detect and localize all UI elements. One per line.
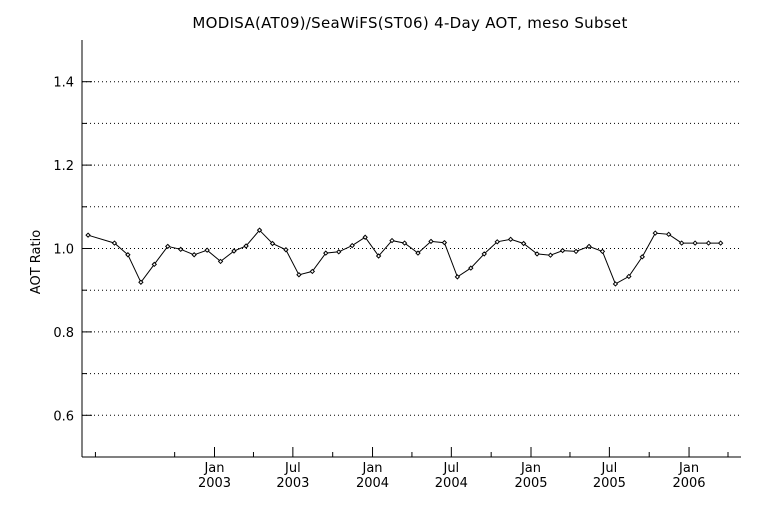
- data-point: [375, 253, 382, 259]
- x-tick-label-month: Jan: [678, 461, 699, 476]
- data-point: [231, 248, 237, 254]
- y-tick-label: 1.0: [53, 243, 74, 258]
- x-tick-label-month: Jan: [362, 461, 383, 476]
- data-point: [454, 274, 461, 280]
- x-tick-label-month: Jan: [203, 461, 224, 476]
- data-point: [283, 247, 289, 253]
- data-point: [349, 242, 355, 249]
- data-point: [520, 240, 527, 247]
- data-point: [468, 265, 474, 271]
- data-point: [415, 250, 421, 256]
- y-axis-label: AOT Ratio: [29, 230, 44, 294]
- data-point: [652, 230, 658, 236]
- x-tick-label-month: Jan: [520, 461, 541, 476]
- data-point: [692, 240, 698, 246]
- data-point: [323, 250, 329, 256]
- data-point: [125, 252, 131, 258]
- data-point: [336, 249, 342, 255]
- data-point: [309, 268, 316, 275]
- data-point: [269, 240, 276, 247]
- data-point: [705, 240, 712, 246]
- ticks: [82, 81, 729, 457]
- data-point: [559, 247, 566, 254]
- x-tick-label-year: 2003: [276, 476, 309, 491]
- data-point: [639, 254, 645, 260]
- series-line: [87, 229, 721, 285]
- data-point: [441, 239, 448, 246]
- data-point: [151, 261, 158, 268]
- x-tick-label-month: Jul: [442, 461, 459, 476]
- y-tick-label: 1.4: [53, 76, 74, 91]
- data-point: [85, 232, 91, 238]
- x-tick-label-year: 2004: [435, 476, 468, 491]
- data-point: [204, 247, 210, 253]
- data-point: [178, 246, 184, 253]
- data-point: [296, 272, 302, 278]
- data-point: [165, 243, 171, 250]
- data-point: [362, 234, 368, 240]
- y-tick-label: 0.8: [53, 326, 74, 341]
- x-tick-label-year: 2004: [356, 476, 389, 491]
- data-point: [256, 227, 263, 233]
- x-tick-label-year: 2005: [514, 476, 547, 491]
- x-tick-label-year: 2003: [198, 476, 231, 491]
- data-point: [389, 237, 395, 244]
- data-point: [626, 273, 632, 280]
- data-point: [534, 251, 540, 257]
- data-point: [481, 251, 487, 257]
- data-point: [111, 240, 118, 246]
- x-tick-label-year: 2006: [672, 476, 705, 491]
- chart-title: MODISA(AT09)/SeaWiFS(ST06) 4-Day AOT, me…: [192, 14, 627, 32]
- data-point: [191, 252, 197, 258]
- data-point: [494, 239, 500, 245]
- data-point: [243, 243, 249, 249]
- data-point: [678, 240, 685, 246]
- y-tick-label: 0.6: [53, 409, 74, 424]
- data-point: [717, 240, 724, 246]
- data-point: [401, 240, 408, 246]
- x-tick-label-month: Jul: [601, 461, 618, 476]
- data-point: [547, 252, 554, 258]
- data-point: [665, 231, 672, 238]
- data-point: [586, 243, 592, 250]
- data-point: [573, 248, 579, 255]
- x-tick-label-month: Jul: [284, 461, 301, 476]
- data-point: [612, 281, 619, 287]
- x-tick-label-year: 2005: [593, 476, 626, 491]
- y-tick-label: 1.2: [53, 159, 74, 174]
- data-point: [599, 248, 606, 255]
- data-point: [138, 279, 144, 285]
- data-point: [507, 236, 514, 243]
- series: [85, 227, 724, 287]
- tick-labels: 0.60.81.01.21.4Jan2003Jul2003Jan2004Jul2…: [53, 76, 705, 491]
- data-point: [428, 238, 434, 245]
- data-point: [217, 258, 224, 265]
